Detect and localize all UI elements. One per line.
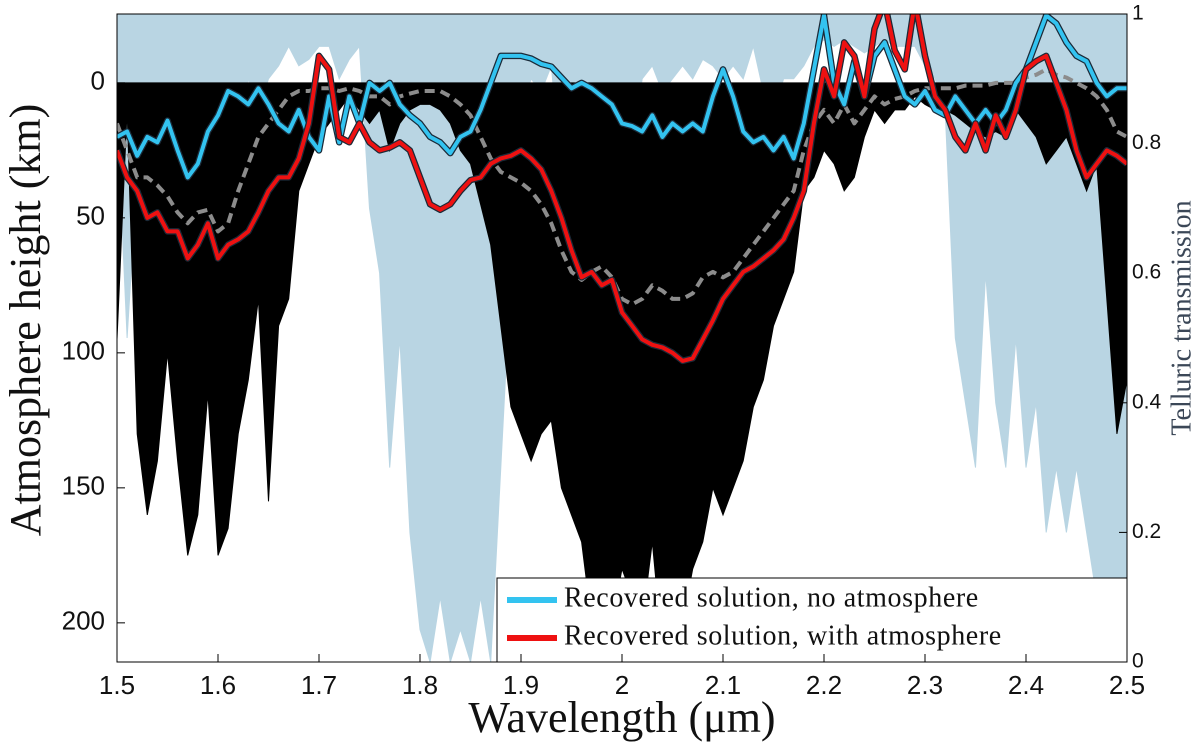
y-tick-label: 50 bbox=[76, 201, 105, 231]
y-tick-label: 0 bbox=[91, 66, 105, 96]
y2-tick-label: 0 bbox=[1132, 650, 1144, 673]
y2-tick-label: 0.4 bbox=[1132, 390, 1162, 413]
y2-tick-label: 0.6 bbox=[1132, 261, 1161, 284]
plot-area bbox=[117, 14, 1127, 662]
y-tick-label: 100 bbox=[62, 336, 105, 366]
x-tick-label: 2.1 bbox=[705, 670, 741, 700]
x-tick-label: 1.9 bbox=[503, 670, 539, 700]
x-tick-label: 1.5 bbox=[99, 670, 135, 700]
x-tick-label: 2.2 bbox=[806, 670, 842, 700]
line bbox=[117, 67, 1127, 307]
line bbox=[117, 14, 1127, 363]
y-tick-label: 200 bbox=[62, 606, 105, 636]
legend: Recovered solution, no atmosphere Recover… bbox=[496, 577, 1128, 663]
x-tick-label: 2.3 bbox=[907, 670, 943, 700]
line bbox=[117, 14, 1127, 180]
legend-label: Recovered solution, no atmosphere bbox=[564, 582, 979, 613]
y2-tick-label: 1 bbox=[1132, 2, 1144, 25]
legend-box bbox=[496, 577, 1128, 663]
x-tick-label: 2.4 bbox=[1008, 670, 1044, 700]
y-axis-label: Atmosphere height (km) bbox=[1, 104, 50, 537]
y-tick-label: 150 bbox=[62, 471, 105, 501]
legend-label: Recovered solution, with atmosphere bbox=[564, 620, 1002, 651]
x-tick-label: 2.5 bbox=[1109, 670, 1145, 700]
x-tick-label: 1.8 bbox=[402, 670, 438, 700]
y2-tick-label: 0.8 bbox=[1132, 131, 1161, 154]
x-axis-label: Wavelength (μm) bbox=[468, 693, 775, 742]
x-tick-label: 2 bbox=[615, 670, 629, 700]
x-tick-label: 1.6 bbox=[200, 670, 236, 700]
x-tick-label: 1.7 bbox=[301, 670, 337, 700]
y2-tick-label: 0.2 bbox=[1132, 520, 1161, 543]
y2-axis-label: Telluric transmission bbox=[1166, 200, 1197, 435]
